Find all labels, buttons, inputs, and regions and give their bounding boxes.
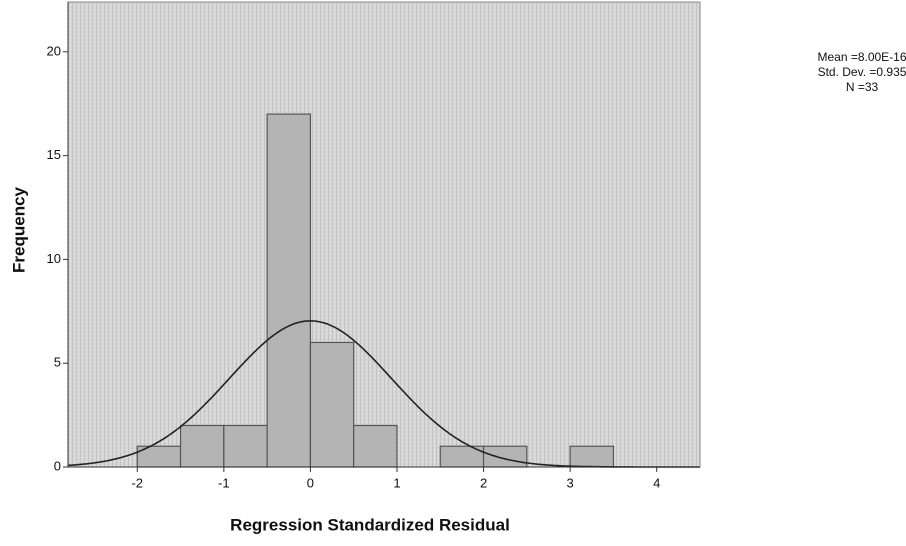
- bar: [353, 424, 398, 468]
- plot-area: [67, 1, 701, 468]
- y-tick-label: 0: [54, 458, 61, 473]
- bar: [179, 424, 225, 468]
- y-axis-title: Frequency: [9, 186, 28, 273]
- x-tick-label: -2: [131, 475, 143, 490]
- x-tick-label: 1: [393, 475, 400, 490]
- y-tick-label: 20: [47, 43, 61, 58]
- x-axis-title: Regression Standardized Residual: [230, 515, 510, 534]
- bar: [223, 424, 268, 468]
- y-tick-label: 5: [54, 355, 61, 370]
- x-tick-label: -1: [218, 475, 230, 490]
- bar: [569, 445, 615, 468]
- stat-label: N =33: [846, 80, 879, 94]
- x-tick-label: 0: [307, 475, 314, 490]
- x-tick-label: 2: [480, 475, 487, 490]
- stat-label: Mean =8.00E-16: [817, 50, 906, 64]
- y-tick-label: 15: [47, 147, 61, 162]
- bar: [482, 445, 528, 468]
- bar: [309, 341, 355, 468]
- x-tick-label: 3: [567, 475, 574, 490]
- stat-label: Std. Dev. =0.935: [818, 65, 906, 79]
- y-tick-label: 10: [47, 251, 61, 266]
- bar: [266, 113, 312, 468]
- x-tick-label: 4: [653, 475, 660, 490]
